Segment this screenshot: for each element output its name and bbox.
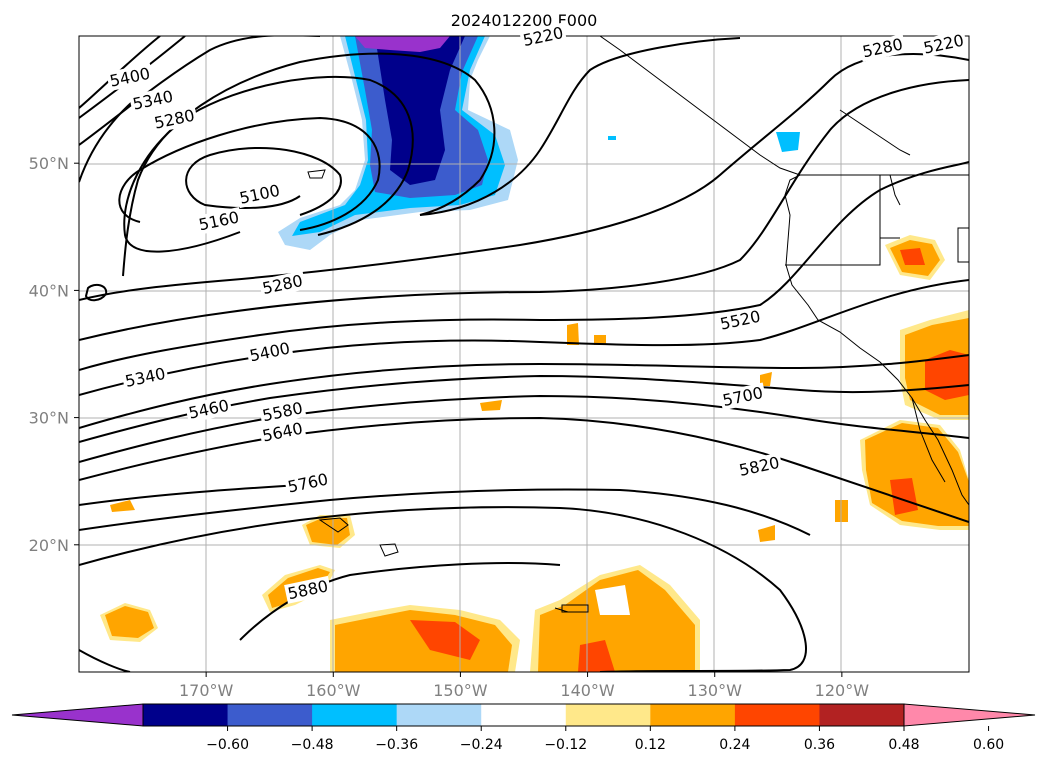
colorbar-bin [734,704,820,726]
colorbar-tick-label: 0.36 [804,737,835,753]
lon-tick-label: 130°W [688,681,743,700]
positive-anomaly-shading [100,235,969,672]
lon-tick-label: 150°W [433,681,488,700]
contour-label-background [258,418,307,447]
contour-label-background [716,306,765,335]
contour-label-background [258,270,307,299]
colorbar-tick-label: −0.60 [206,737,249,753]
contour-label-background [245,338,294,366]
contour-label-background [235,180,284,209]
contour-label-background [129,86,177,115]
chart-title: 2024012200 F000 [451,11,598,30]
colorbar-bin [312,704,398,726]
latitude-labels: 20°N 30°N 40°N 50°N [29,154,79,555]
colorbar-tick-label: 0.60 [973,737,1004,753]
colorbar-bin [143,704,229,726]
colorbar-tick-label: 0.12 [635,737,666,753]
lon-tick-label: 140°W [560,681,615,700]
contour-label-background [106,63,154,92]
longitude-labels: 170°W 160°W 150°W 140°W 130°W 120°W [179,672,869,700]
colorbar-extend-low [11,703,144,727]
lat-tick-label: 40°N [29,281,69,300]
colorbar-tick-label: −0.12 [544,737,587,753]
map-area [79,36,969,672]
colorbar-tick-label: 0.48 [888,737,919,753]
contour-label-background [184,395,233,424]
lat-tick-label: 50°N [29,154,69,173]
contour-label-background [284,575,332,604]
colorbar-bin [650,704,736,726]
colorbar-bin [565,704,651,726]
colorbar-tick-label: −0.24 [460,737,503,753]
colorbar: −0.60 −0.48 −0.36 −0.24 −0.12 0.12 0.24 0.36 0.4… [11,703,1036,753]
negative-anomaly-shading [278,36,800,250]
lon-tick-label: 120°W [815,681,870,700]
contour-label-background [258,397,307,426]
colorbar-tick-label: 0.24 [719,737,750,753]
colorbar-tick-label: −0.48 [291,737,334,753]
gridlines [79,36,969,672]
contour-label-background [718,382,767,411]
colorbar-bin [227,704,313,726]
contour-label-background [919,30,968,59]
colorbar-bin [396,704,482,726]
lat-tick-label: 30°N [29,409,69,428]
contour-label-background [195,206,243,235]
colorbar-frame [142,703,905,727]
colorbar-bin [481,704,567,726]
lat-tick-label: 20°N [29,536,69,555]
coastlines [307,36,969,613]
lon-tick-label: 170°W [179,681,234,700]
lon-tick-label: 160°W [306,681,361,700]
contour-label-background [519,22,568,51]
contour-label-background [284,469,332,497]
contour-label-background [735,452,784,481]
colorbar-extend-high [903,703,1036,727]
colorbar-bin [819,704,905,726]
contour-label-background [121,363,170,392]
colorbar-tick-label: −0.36 [375,737,418,753]
height-contours [79,36,969,672]
contour-label-background [858,33,907,62]
contour-label-background [150,105,199,134]
